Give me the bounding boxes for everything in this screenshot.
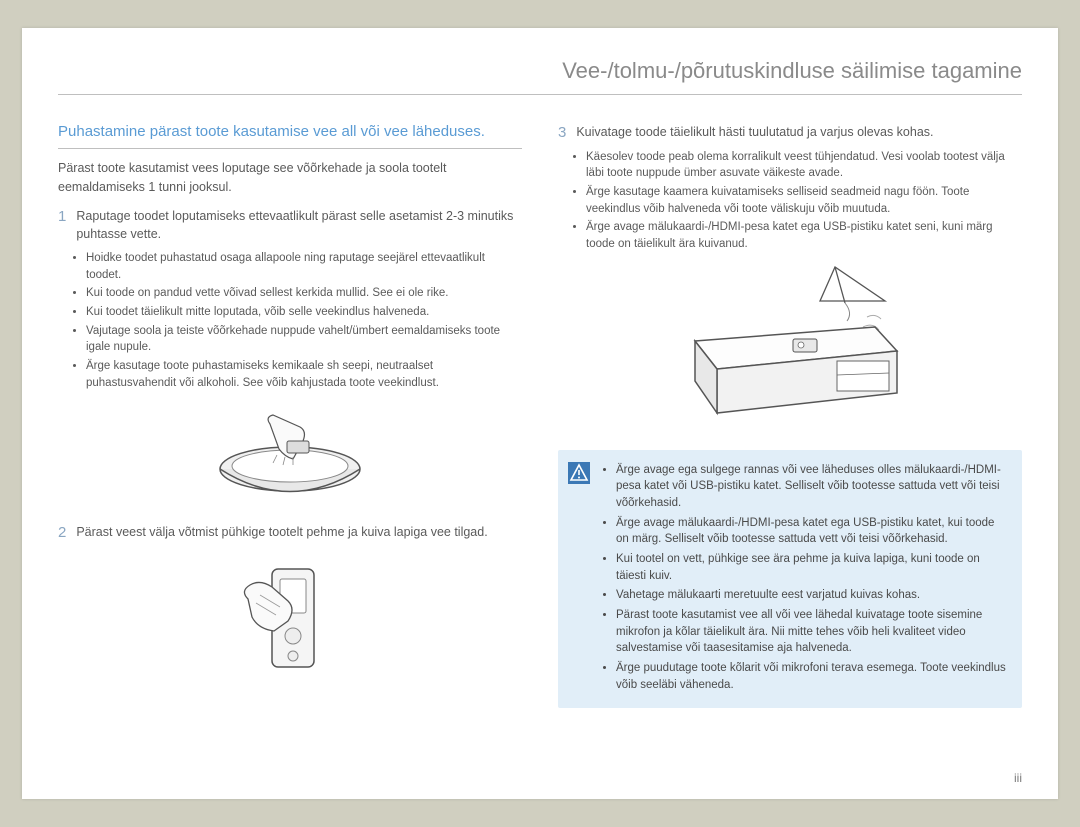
illustration-wipe — [58, 551, 522, 686]
step-1: 1 Raputage toodet loputamiseks ettevaatl… — [58, 207, 522, 245]
step-number: 1 — [58, 207, 66, 245]
step-text: Pärast veest välja võtmist pühkige toote… — [76, 523, 487, 543]
step-2: 2 Pärast veest välja võtmist pühkige too… — [58, 523, 522, 543]
list-item: Ärge avage mälukaardi-/HDMI-pesa katet e… — [616, 515, 1008, 548]
list-item: Ärge kasutage toote puhastamiseks kemika… — [86, 358, 522, 391]
list-item: Kui toodet täielikult mitte loputada, võ… — [86, 304, 522, 321]
page-header-title: Vee-/tolmu-/põrutuskindluse säilimise ta… — [58, 58, 1022, 95]
step3-bullets: Käesolev toode peab olema korralikult ve… — [558, 149, 1022, 253]
step-number: 2 — [58, 523, 66, 543]
section-title: Puhastamine pärast toote kasutamise vee … — [58, 123, 522, 149]
caution-box: Ärge avage ega sulgege rannas või vee lä… — [558, 450, 1022, 709]
step1-bullets: Hoidke toodet puhastatud osaga allapoole… — [58, 250, 522, 391]
caution-icon — [568, 462, 590, 697]
right-column: 3 Kuivatage toode täielikult hästi tuulu… — [558, 123, 1022, 708]
list-item: Käesolev toode peab olema korralikult ve… — [586, 149, 1022, 182]
list-item: Hoidke toodet puhastatud osaga allapoole… — [86, 250, 522, 283]
illustration-desk — [558, 261, 1022, 436]
list-item: Kui toode on pandud vette võivad sellest… — [86, 285, 522, 302]
intro-text: Pärast toote kasutamist vees loputage se… — [58, 159, 522, 197]
step-3: 3 Kuivatage toode täielikult hästi tuulu… — [558, 123, 1022, 143]
manual-page: Vee-/tolmu-/põrutuskindluse säilimise ta… — [22, 28, 1058, 799]
list-item: Ärge puudutage toote kõlarit või mikrofo… — [616, 660, 1008, 693]
step-number: 3 — [558, 123, 566, 143]
content-columns: Puhastamine pärast toote kasutamise vee … — [58, 123, 1022, 708]
step-text: Raputage toodet loputamiseks ettevaatlik… — [76, 207, 522, 245]
notice-list: Ärge avage ega sulgege rannas või vee lä… — [600, 462, 1008, 697]
list-item: Kui tootel on vett, pühkige see ära pehm… — [616, 551, 1008, 584]
left-column: Puhastamine pärast toote kasutamise vee … — [58, 123, 522, 708]
list-item: Ärge avage ega sulgege rannas või vee lä… — [616, 462, 1008, 512]
list-item: Vahetage mälukaarti meretuulte eest varj… — [616, 587, 1008, 604]
list-item: Vajutage soola ja teiste võõrkehade nupp… — [86, 323, 522, 356]
illustration-bowl — [58, 399, 522, 509]
list-item: Ärge avage mälukaardi-/HDMI-pesa katet e… — [586, 219, 1022, 252]
page-number: iii — [1014, 771, 1022, 785]
list-item: Pärast toote kasutamist vee all või vee … — [616, 607, 1008, 657]
step-text: Kuivatage toode täielikult hästi tuuluta… — [576, 123, 933, 143]
list-item: Ärge kasutage kaamera kuivatamiseks sell… — [586, 184, 1022, 217]
